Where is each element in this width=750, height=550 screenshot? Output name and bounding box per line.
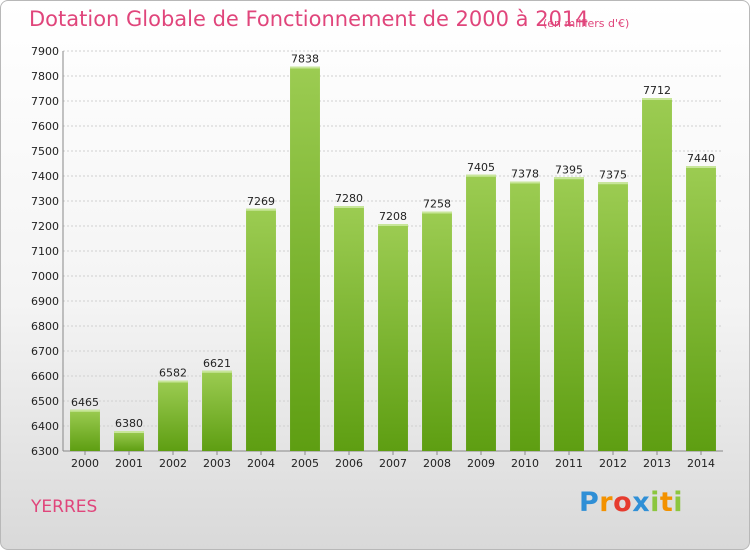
bar-highlight	[246, 208, 276, 211]
y-tick-label: 7200	[31, 220, 59, 233]
chart-title: Dotation Globale de Fonctionnement de 20…	[29, 7, 589, 31]
bar	[422, 211, 452, 451]
data-label: 6465	[71, 396, 99, 409]
data-label: 7258	[423, 198, 451, 211]
data-label: 7838	[291, 53, 319, 66]
bar	[466, 174, 496, 451]
bar	[510, 181, 540, 451]
y-tick-label: 6900	[31, 295, 59, 308]
y-tick-label: 7400	[31, 170, 59, 183]
y-tick-label: 7900	[31, 45, 59, 58]
bar	[114, 431, 144, 451]
y-tick-label: 7800	[31, 70, 59, 83]
y-tick-label: 7000	[31, 270, 59, 283]
data-label: 7712	[643, 84, 671, 97]
bar	[598, 182, 628, 451]
data-label: 6380	[115, 417, 143, 430]
bar-highlight	[290, 66, 320, 69]
bar	[686, 166, 716, 451]
data-label: 6621	[203, 357, 231, 370]
bar-highlight	[466, 174, 496, 177]
data-label: 7375	[599, 168, 627, 181]
city-name: YERRES	[31, 497, 98, 517]
x-tick-label: 2000	[71, 457, 99, 470]
data-label: 7378	[511, 168, 539, 181]
bar	[642, 98, 672, 451]
x-tick-label: 2008	[423, 457, 451, 470]
x-tick-label: 2010	[511, 457, 539, 470]
logo-letter: t	[659, 487, 674, 518]
y-tick-label: 7100	[31, 245, 59, 258]
x-tick-label: 2003	[203, 457, 231, 470]
y-tick-label: 7300	[31, 195, 59, 208]
y-tick-label: 6400	[31, 420, 59, 433]
y-tick-label: 6500	[31, 395, 59, 408]
bar-highlight	[114, 431, 144, 433]
data-label: 7405	[467, 161, 495, 174]
bar	[246, 208, 276, 451]
x-tick-label: 2005	[291, 457, 319, 470]
logo-letter: P	[579, 487, 600, 518]
y-tick-label: 7700	[31, 95, 59, 108]
x-tick-label: 2002	[159, 457, 187, 470]
bar-highlight	[554, 177, 584, 180]
bar-highlight	[422, 211, 452, 214]
bars: 6465 6380 6582 6621 7269 7838 7280 7208 7258 7405…	[70, 53, 716, 451]
logo-letter: x	[632, 487, 651, 518]
x-axis: 2000 2001 2002 2003 2004 2005 2006 2007 2008 2009…	[71, 451, 715, 470]
chart-unit-label: (en milliers d'€)	[543, 17, 630, 30]
y-axis: 6300 6400 6500 6600 6700 6800 6900 7000 7100 7200…	[31, 45, 723, 458]
x-tick-label: 2009	[467, 457, 495, 470]
x-tick-label: 2006	[335, 457, 363, 470]
y-tick-label: 7500	[31, 145, 59, 158]
bar-highlight	[378, 224, 408, 226]
bar-highlight	[334, 206, 364, 208]
logo-letter: o	[613, 487, 633, 518]
y-tick-label: 6300	[31, 445, 59, 458]
data-label: 6582	[159, 367, 187, 380]
x-tick-label: 2007	[379, 457, 407, 470]
bar	[202, 370, 232, 451]
data-label: 7440	[687, 152, 715, 165]
bar-highlight	[202, 370, 232, 373]
bar	[378, 224, 408, 451]
bar-highlight	[70, 409, 100, 412]
proxiti-logo: Proxiti	[579, 487, 683, 518]
x-tick-label: 2001	[115, 457, 143, 470]
bar	[554, 177, 584, 451]
y-tick-label: 7600	[31, 120, 59, 133]
data-label: 7280	[335, 192, 363, 205]
y-tick-label: 6800	[31, 320, 59, 333]
bar	[70, 409, 100, 451]
logo-letter: i	[673, 487, 684, 518]
x-tick-label: 2012	[599, 457, 627, 470]
bar-highlight	[158, 380, 188, 383]
bar	[158, 380, 188, 451]
data-label: 7395	[555, 163, 583, 176]
bar	[334, 206, 364, 451]
logo-letter: i	[650, 487, 660, 518]
bar	[290, 66, 320, 451]
bar-highlight	[686, 166, 716, 168]
bar-highlight	[642, 98, 672, 100]
bar-highlight	[598, 182, 628, 185]
data-label: 7208	[379, 210, 407, 223]
y-tick-label: 6700	[31, 345, 59, 358]
y-tick-label: 6600	[31, 370, 59, 383]
logo-letter: r	[599, 487, 614, 518]
x-tick-label: 2013	[643, 457, 671, 470]
x-tick-label: 2011	[555, 457, 583, 470]
data-label: 7269	[247, 195, 275, 208]
bar-highlight	[510, 181, 540, 184]
x-tick-label: 2004	[247, 457, 275, 470]
x-tick-label: 2014	[687, 457, 715, 470]
